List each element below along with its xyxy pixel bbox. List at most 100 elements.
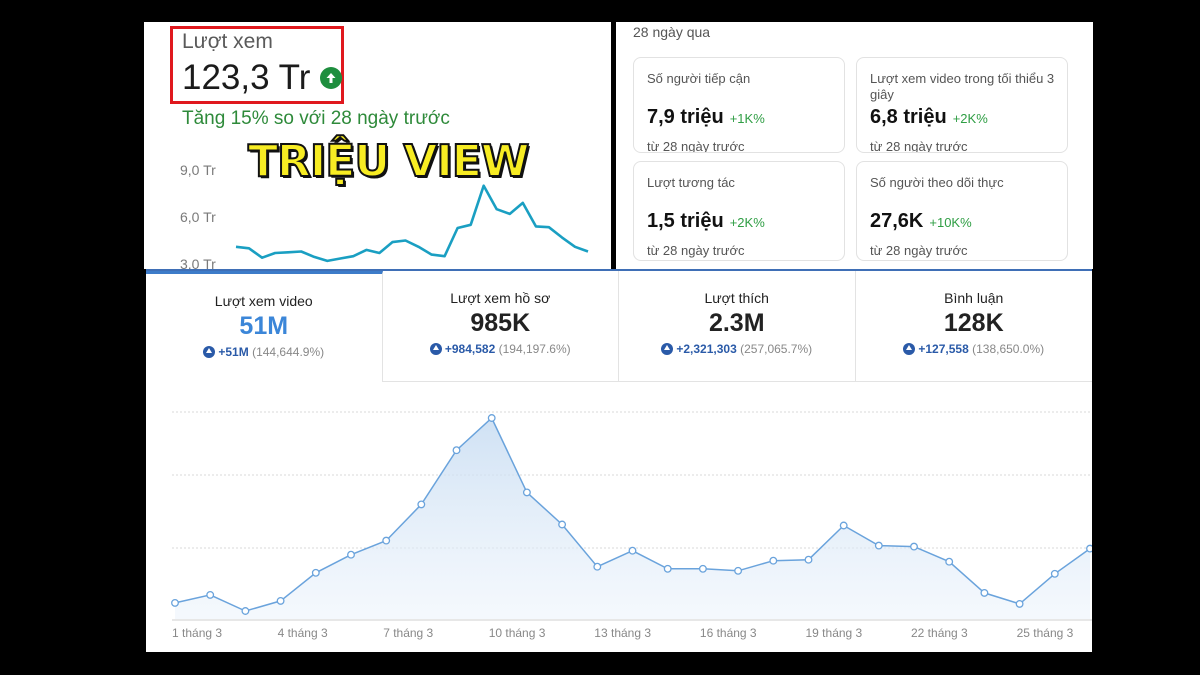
x-tick-label: 4 tháng 3 [278,626,328,640]
tab-label: Lượt xem hồ sơ [450,290,551,306]
views-label: Lượt xem [182,30,273,53]
tab-value: 2.3M [708,309,765,337]
data-point [980,588,989,597]
stat-card-value-text: 1,5 triệu [647,210,724,232]
data-point [558,520,567,529]
tab-video-views[interactable]: Lượt xem video 51M +51M (144,644.9%) [146,271,383,382]
tab-change-pct: (257,065.7%) [740,342,813,356]
stat-card-3s-views[interactable]: Lượt xem video trong tối thiểu 3 giây 6,… [856,57,1068,153]
tab-label: Lượt thích [704,290,769,306]
arrow-up-circle-icon [429,343,442,355]
tab-label: Bình luận [944,290,1004,306]
data-point [311,568,320,577]
x-tick-label: 22 tháng 3 [911,626,968,640]
data-point [487,414,496,422]
video-views-chart: 1 tháng 3 4 tháng 3 7 tháng 3 10 tháng 3 13 … [171,411,1092,640]
data-point [874,541,883,550]
x-tick-label: 16 tháng 3 [700,626,757,640]
y-tick-label: 3,0 Tr [180,256,216,269]
data-point [1086,544,1092,553]
data-point [452,446,461,455]
y-tick-label: 6,0 Tr [180,209,216,225]
stat-card-delta: +2K% [729,215,765,230]
tab-change: +127,558 (138,650.0%) [856,342,1093,356]
views-highlight-box [170,26,344,104]
data-point [910,542,918,551]
data-point [382,536,391,545]
x-tick-label: 10 tháng 3 [489,626,546,640]
data-point [945,557,954,566]
metrics-panel: 1 tháng 3 4 tháng 3 7 tháng 3 10 tháng 3 13 … [146,269,1092,652]
tab-change-pct: (194,197.6%) [498,342,571,356]
arrow-up-circle-icon [203,346,216,358]
stat-card-sub: từ 28 ngày trước [647,139,745,153]
tab-value: 985K [470,309,531,337]
data-point [628,546,637,555]
stat-card-net-followers[interactable]: Số người theo dõi thực 27,6K +10K% từ 28 … [856,161,1068,261]
tab-profile-views[interactable]: Lượt xem hồ sơ 985K +984,582 (194,197.6%… [382,271,619,382]
arrow-up-icon [320,67,343,89]
x-tick-label: 19 tháng 3 [806,626,863,640]
stat-card-reach[interactable]: Số người tiếp cận 7,9 triệu +1K% từ 28 ng… [633,57,845,153]
views-change-text: Tăng 15% so với 28 ngày trước [182,108,450,129]
tab-change: +984,582 (194,197.6%) [383,342,619,356]
x-tick-label: 25 tháng 3 [1017,626,1074,640]
stat-card-delta: +2K% [952,111,988,126]
x-tick-label: 1 tháng 3 [172,626,222,640]
stat-card-delta: +10K% [929,215,972,230]
stat-card-label: Lượt xem video trong tối thiểu 3 giây [870,71,1055,102]
data-point [769,556,778,565]
arrow-up-circle-icon [661,343,674,355]
tab-change-amount: +127,558 [918,342,969,356]
data-point [1015,599,1024,608]
stats-period: 28 ngày qua [633,24,711,40]
video-views-area [175,418,1090,619]
tab-comments[interactable]: Bình luận 128K +127,558 (138,650.0%) [855,271,1093,382]
stat-card-value-text: 27,6K [870,210,924,232]
stat-card-value: 7,9 triệu +1K% [647,106,765,129]
tab-label: Lượt xem video [214,293,313,309]
stat-card-delta: +1K% [729,111,765,126]
views-value-text: 123,3 Tr [182,58,311,97]
views-mini-chart [235,184,589,263]
views-line-series [235,184,589,263]
data-point [522,488,531,497]
stats-panel: 28 ngày qua Số người tiếp cận 7,9 triệu +… [616,22,1093,269]
data-point [839,521,848,530]
stat-card-value: 1,5 triệu +2K% [647,210,765,233]
stat-card-sub: từ 28 ngày trước [870,243,968,258]
x-tick-label: 13 tháng 3 [594,626,651,640]
data-point [663,564,672,573]
tab-change-pct: (144,644.9%) [252,345,325,359]
stat-card-value: 6,8 triệu +2K% [870,106,988,129]
data-point [206,590,215,599]
stat-card-label: Số người theo dõi thực [870,175,1004,190]
tab-value: 128K [943,309,1004,337]
data-point [276,596,285,605]
stat-card-value-text: 6,8 triệu [870,106,947,128]
x-tick-label: 7 tháng 3 [383,626,433,640]
tab-change: +51M (144,644.9%) [146,345,382,359]
data-point [734,566,743,575]
tab-value: 51M [239,312,289,340]
tab-likes[interactable]: Lượt thích 2.3M +2,321,303 (257,065.7%) [619,271,856,382]
views-panel: Lượt xem 123,3 Tr Tăng 15% so với 28 ngà… [144,22,611,269]
tab-change-amount: +51M [218,345,249,359]
data-point [241,607,250,615]
tab-change-amount: +2,321,303 [676,342,737,356]
tab-change-amount: +984,582 [444,342,496,356]
y-tick-label: 9,0 Tr [180,162,216,178]
data-point [171,598,179,607]
data-point [593,562,602,571]
views-value: 123,3 Tr [182,58,343,98]
stat-card-engagement[interactable]: Lượt tương tác 1,5 triệu +2K% từ 28 ngày … [633,161,845,261]
data-point [347,550,355,559]
data-point [1050,569,1059,578]
data-point [698,564,707,573]
data-point [417,500,426,509]
stat-card-label: Số người tiếp cận [647,71,751,86]
stat-card-value-text: 7,9 triệu [647,106,724,128]
metric-tabs: Lượt xem video 51M +51M (144,644.9%) Lượ… [146,271,1092,382]
arrow-up-circle-icon [903,343,916,355]
stat-card-sub: từ 28 ngày trước [647,243,745,258]
